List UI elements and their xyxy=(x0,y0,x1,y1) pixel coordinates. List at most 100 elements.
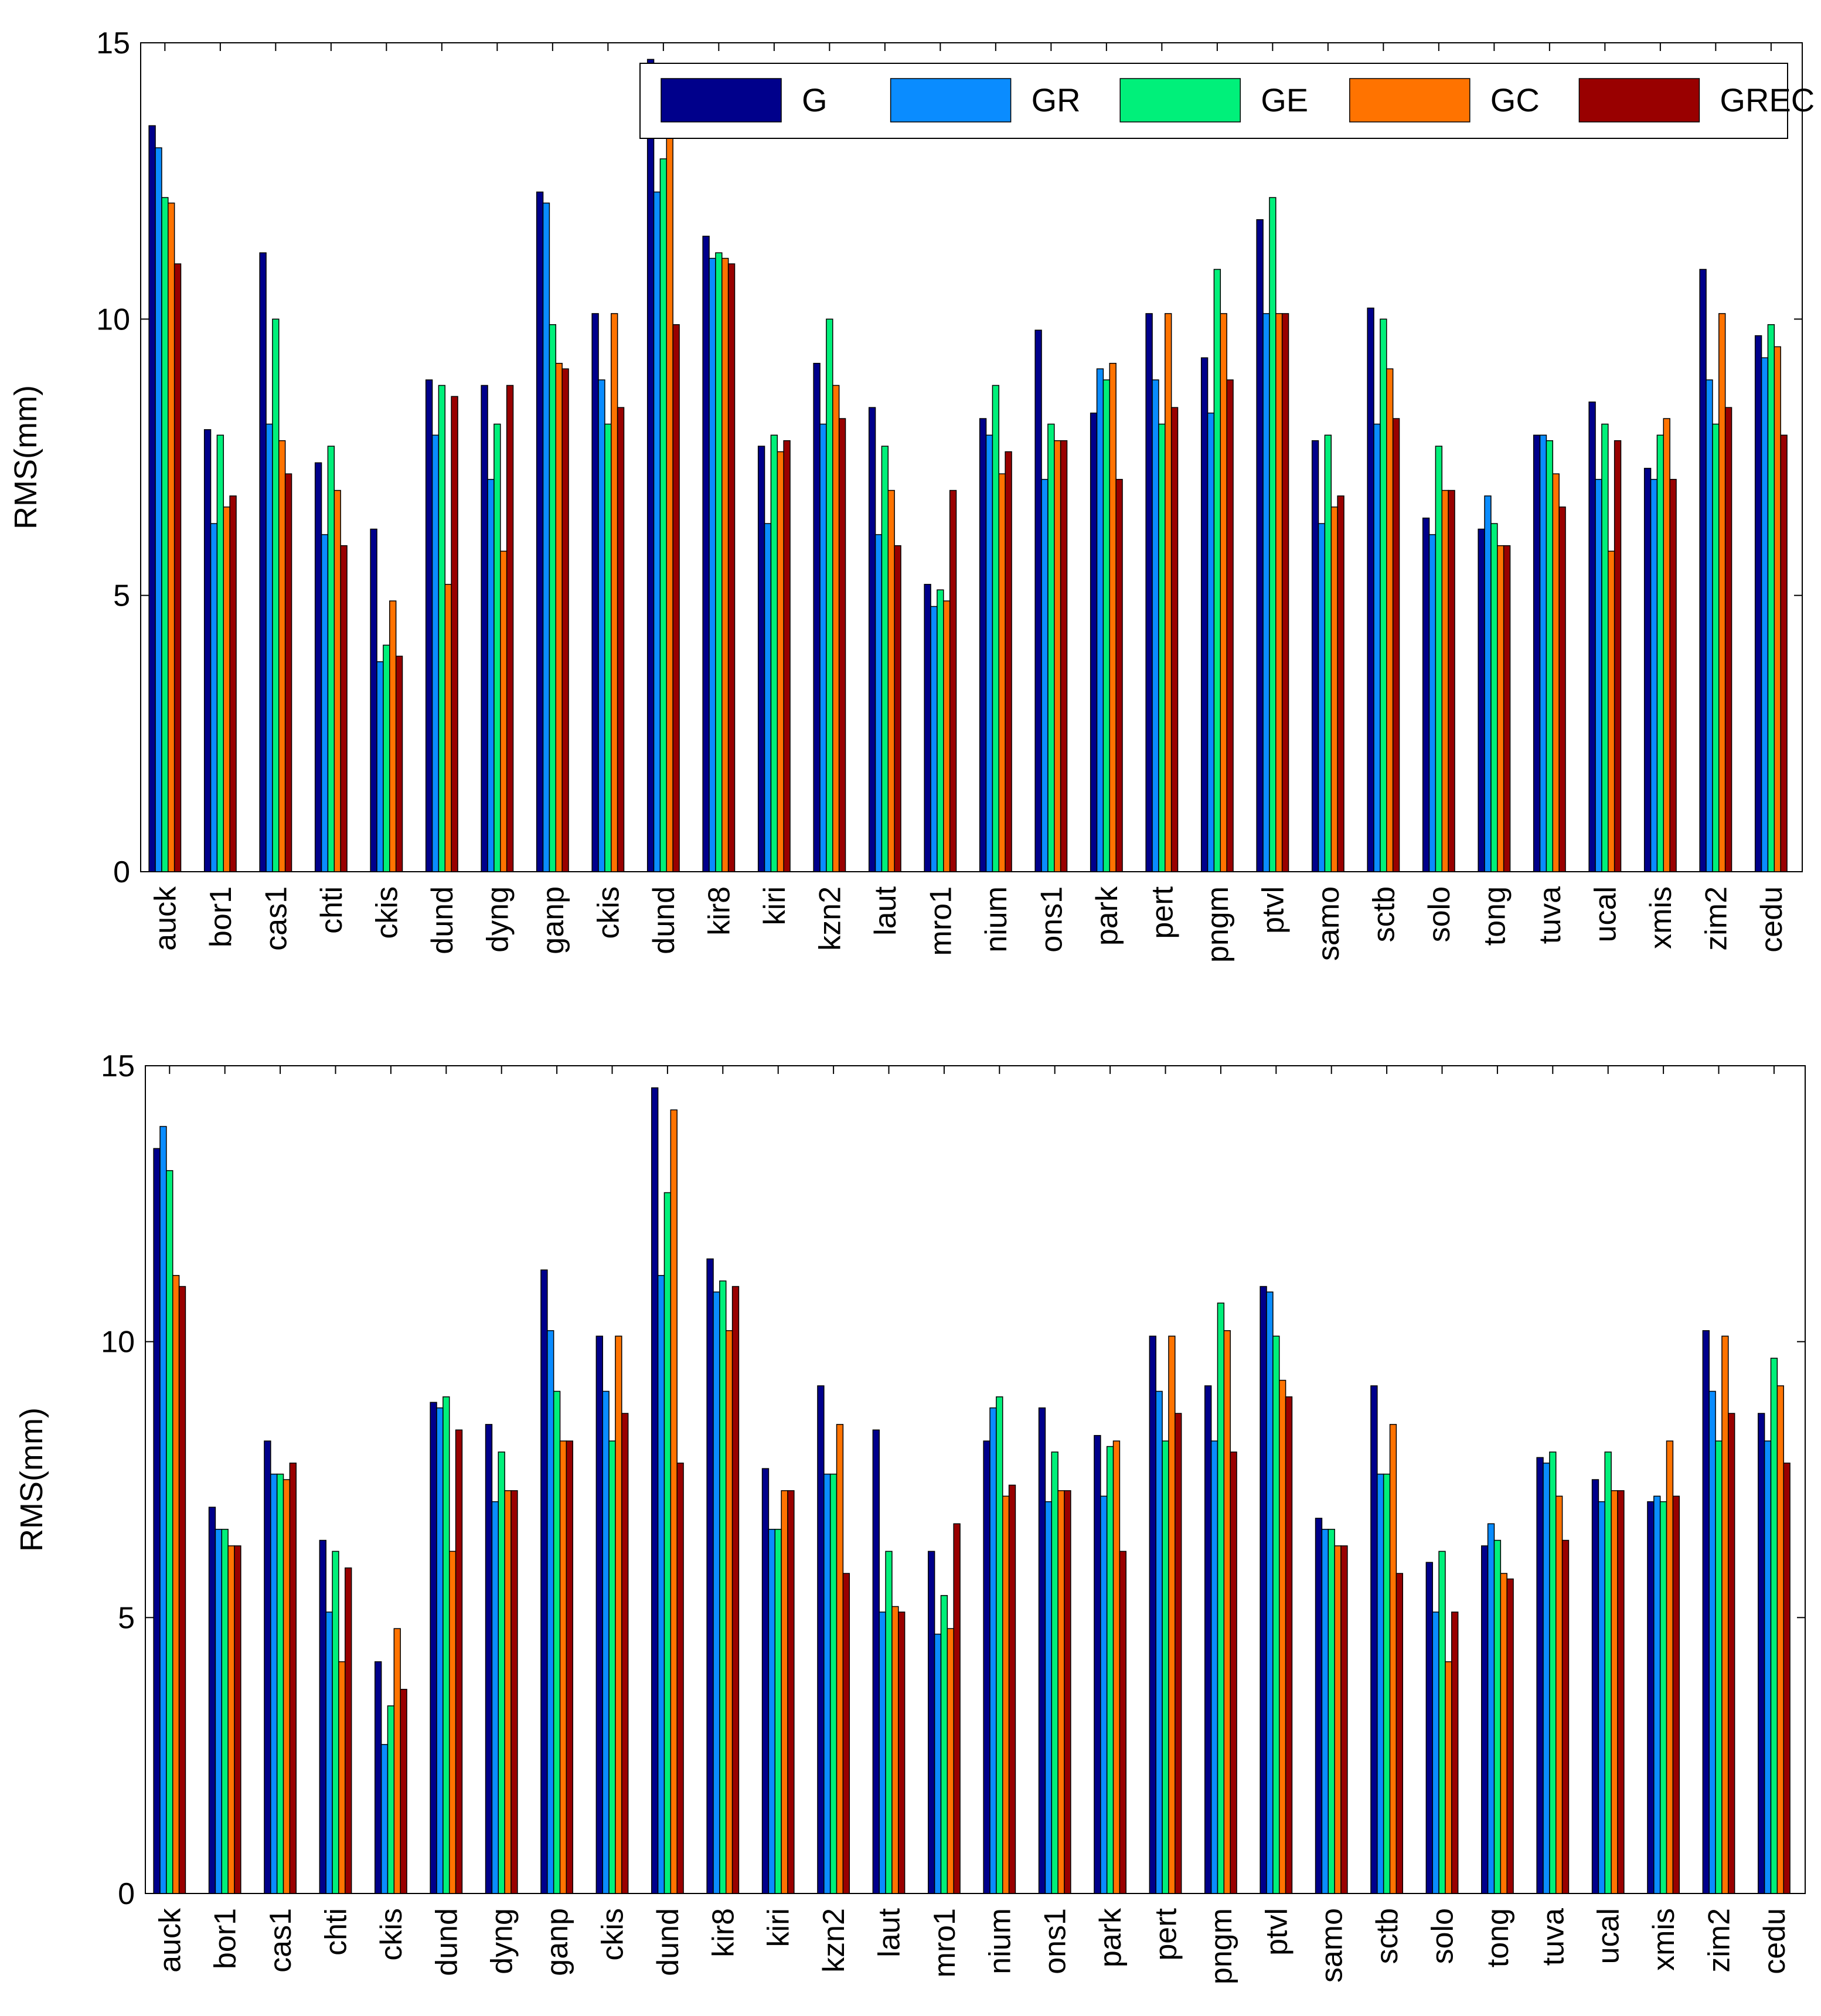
bar-G-auck xyxy=(148,125,156,872)
bar-GE-mro1 xyxy=(940,1595,948,1894)
bar-GREC-ptvl xyxy=(1285,1396,1293,1894)
bar-G-kzn2 xyxy=(817,1385,825,1894)
bar-GR-ucal xyxy=(1598,1501,1606,1894)
bar-GE-auck xyxy=(166,1170,173,1894)
bar-GR-laut xyxy=(874,534,883,872)
legend: G GR GE GC GREC xyxy=(639,63,1815,139)
bar-G-tong xyxy=(1481,1545,1489,1894)
bar-GC-pert xyxy=(1165,313,1172,872)
x-tick-label: laut xyxy=(873,1908,907,1957)
bar-GE-mro1 xyxy=(937,589,944,872)
bar-GC-ckis xyxy=(393,1628,401,1894)
y-axis-label: RMS(mm) xyxy=(8,385,43,529)
y-tick-label: 15 xyxy=(101,1049,135,1083)
bar-GREC-xmis xyxy=(1669,478,1677,872)
plot-frame xyxy=(145,1065,1806,1894)
bar-GREC-dund xyxy=(676,1463,684,1894)
bar-GREC-samo xyxy=(1337,495,1345,872)
x-tick-label: kzn2 xyxy=(817,1908,851,1973)
bar-GE-ganp xyxy=(553,1391,561,1894)
bar-GR-pngm xyxy=(1210,1440,1218,1894)
x-tick-label: dyng xyxy=(481,886,515,953)
bar-G-mro1 xyxy=(924,584,931,872)
bar-GREC-kiri xyxy=(783,440,791,872)
legend-label-G: G xyxy=(802,81,828,118)
bar-GE-bor1 xyxy=(216,434,224,872)
bar-G-ganp xyxy=(536,191,544,872)
x-tick-label: ptvl xyxy=(1260,1908,1294,1956)
y-tick-label: 5 xyxy=(118,1601,135,1635)
bar-G-pngm xyxy=(1204,1385,1212,1894)
bar-G-cedu xyxy=(1754,335,1762,872)
bar-GR-pert xyxy=(1155,1391,1163,1894)
bar-GE-xmis xyxy=(1656,434,1665,872)
bar-G-park xyxy=(1090,412,1098,872)
bar-GC-samo xyxy=(1330,506,1338,872)
bar-GC-ons1 xyxy=(1054,440,1061,872)
bar-G-laut xyxy=(868,407,876,872)
bar-GR-tuva xyxy=(1539,434,1547,872)
bar-GREC-ckis xyxy=(395,655,403,872)
x-tick-label: ckis xyxy=(370,886,404,939)
bar-GE-ganp xyxy=(549,324,557,872)
bar-GREC-cas1 xyxy=(289,1463,297,1894)
bar-GREC-pert xyxy=(1175,1413,1182,1894)
bar-GE-tong xyxy=(1493,1539,1502,1894)
x-tick-label: solo xyxy=(1426,1908,1460,1964)
bar-GC-kzn2 xyxy=(832,385,840,872)
bar-GREC-ganp xyxy=(566,1440,573,1894)
x-tick-label: kir8 xyxy=(706,1908,740,1957)
bar-GREC-sctb xyxy=(1395,1573,1403,1894)
bar-GREC-kzn2 xyxy=(838,418,846,872)
bar-GR-solo xyxy=(1428,534,1437,872)
bar-GC-dund xyxy=(666,125,673,872)
bar-GC-kzn2 xyxy=(836,1424,844,1894)
bar-GREC-ucal xyxy=(1614,440,1622,872)
bar-GR-cas1 xyxy=(266,423,273,872)
x-tick-label: laut xyxy=(869,886,903,935)
bar-GE-ckis xyxy=(604,423,612,872)
bar-GC-kir8 xyxy=(725,1330,733,1894)
bar-GR-cedu xyxy=(1761,357,1769,872)
bar-GC-nium xyxy=(998,473,1006,872)
bar-GR-tuva xyxy=(1543,1463,1550,1894)
bar-GE-ucal xyxy=(1604,1451,1612,1894)
bar-G-park xyxy=(1094,1434,1101,1894)
bar-GREC-laut xyxy=(898,1612,906,1894)
bar-GC-ckis xyxy=(611,313,618,872)
x-tick-label: xmis xyxy=(1647,1908,1681,1971)
legend-swatch-G xyxy=(661,78,782,123)
bar-G-ons1 xyxy=(1034,329,1042,872)
bar-GC-tong xyxy=(1497,545,1505,872)
bar-GREC-tong xyxy=(1506,1578,1514,1894)
bar-GR-park xyxy=(1096,368,1104,872)
bar-GE-cedu xyxy=(1770,1358,1778,1894)
x-tick-label: park xyxy=(1094,1908,1128,1967)
x-tick-label: pert xyxy=(1145,886,1179,939)
bar-GR-pngm xyxy=(1207,412,1215,872)
bar-GC-bor1 xyxy=(227,1545,235,1894)
bar-GR-kzn2 xyxy=(819,423,827,872)
bar-GC-mro1 xyxy=(943,600,951,872)
bar-GR-mro1 xyxy=(934,1633,942,1894)
bar-G-ptvl xyxy=(1256,219,1264,872)
bar-GE-samo xyxy=(1324,434,1332,872)
bar-GREC-bor1 xyxy=(229,495,237,872)
bar-GE-sctb xyxy=(1383,1473,1391,1894)
bar-GE-ptvl xyxy=(1269,197,1277,872)
bar-GREC-ckis xyxy=(617,407,625,872)
bar-GE-ons1 xyxy=(1047,423,1055,872)
y-axis-label: RMS(mm) xyxy=(14,1408,49,1552)
bar-G-xmis xyxy=(1647,1501,1655,1894)
bar-G-ckis xyxy=(375,1661,382,1894)
bar-G-laut xyxy=(872,1429,880,1894)
bar-GC-sctb xyxy=(1389,1424,1397,1894)
y-tick-label: 0 xyxy=(113,855,130,889)
bar-GE-kir8 xyxy=(719,1280,727,1894)
bar-GE-kzn2 xyxy=(829,1473,838,1894)
bar-G-tong xyxy=(1478,528,1485,872)
x-tick-label: samo xyxy=(1312,886,1346,961)
bar-GR-samo xyxy=(1321,1528,1329,1894)
bar-GE-cedu xyxy=(1767,324,1775,872)
bar-GE-ucal xyxy=(1601,423,1609,872)
